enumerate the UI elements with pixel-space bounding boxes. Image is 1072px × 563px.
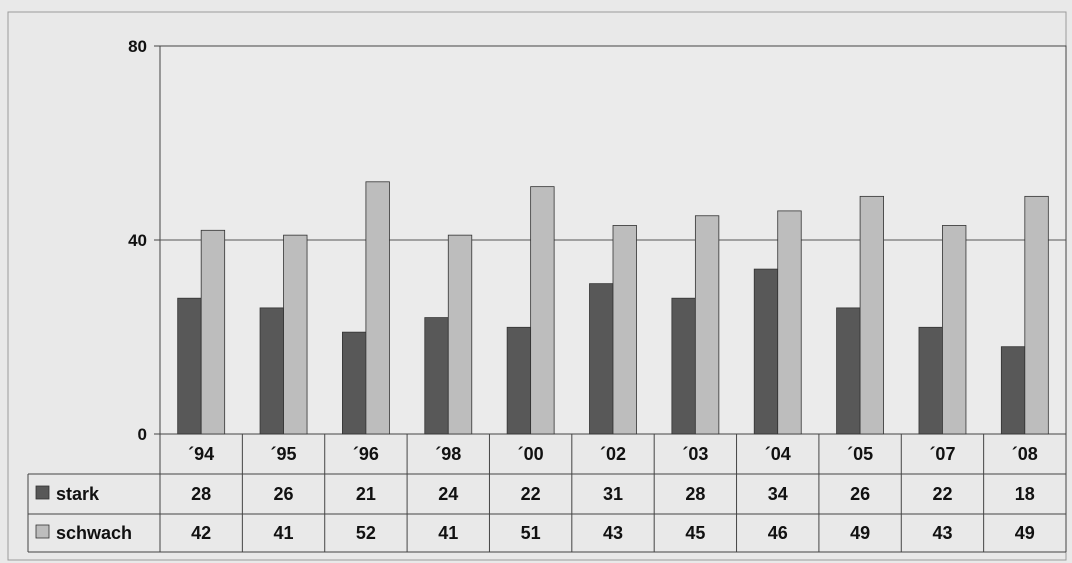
data-label-schwach: 51 (521, 523, 541, 543)
data-label-schwach: 43 (603, 523, 623, 543)
y-axis: 0 40 80 (128, 37, 160, 444)
data-label-schwach: 41 (438, 523, 458, 543)
data-label-stark: 28 (191, 484, 211, 504)
bar-stark (589, 283, 614, 435)
bar-stark (177, 297, 202, 435)
data-label-schwach: 46 (768, 523, 788, 543)
legend-label-schwach: schwach (56, 523, 132, 543)
data-label-stark: 34 (768, 484, 788, 504)
bar-schwach (612, 225, 637, 435)
data-label-schwach: 52 (356, 523, 376, 543)
x-tick-label: ´96 (353, 444, 379, 464)
data-label-stark: 31 (603, 484, 623, 504)
bar-schwach (530, 186, 555, 435)
data-label-schwach: 41 (274, 523, 294, 543)
data-label-schwach: 43 (932, 523, 952, 543)
data-label-schwach: 45 (685, 523, 705, 543)
data-label-stark: 21 (356, 484, 376, 504)
data-label-schwach: 49 (850, 523, 870, 543)
legend-label-stark: stark (56, 484, 100, 504)
bar-schwach (200, 229, 226, 435)
bar-schwach (694, 215, 720, 435)
data-label-stark: 22 (932, 484, 952, 504)
x-tick-label: ´00 (518, 444, 544, 464)
y-tick-label: 0 (138, 425, 147, 444)
x-tick-label: ´98 (435, 444, 461, 464)
bar-stark (342, 331, 367, 435)
bar-schwach (447, 234, 473, 435)
x-tick-label: ´02 (600, 444, 626, 464)
bar-stark (918, 326, 943, 435)
data-label-stark: 26 (850, 484, 870, 504)
legend-swatch-schwach (35, 524, 50, 539)
bar-schwach (1024, 195, 1049, 435)
x-tick-label: ´08 (1012, 444, 1038, 464)
data-table: ´94 ´95 ´96 ´98 ´00 ´02 ´03 ´04 ´05 ´07 ´08 stark 28… (27, 434, 1067, 553)
x-tick-label: ´03 (682, 444, 708, 464)
bar-stark (836, 307, 861, 435)
x-tick-label: ´05 (847, 444, 873, 464)
bar-schwach (777, 210, 802, 435)
x-tick-label: ´04 (765, 444, 791, 464)
x-tick-label: ´95 (271, 444, 297, 464)
bar-stark (671, 297, 696, 435)
y-tick-label: 80 (128, 37, 147, 56)
bar-schwach (283, 234, 308, 435)
bar-stark (753, 268, 779, 435)
bar-stark (424, 317, 449, 435)
bar-stark (259, 307, 284, 435)
x-tick-label: ´07 (929, 444, 955, 464)
bar-schwach (859, 195, 884, 435)
data-label-stark: 28 (685, 484, 705, 504)
bar-stark (506, 326, 532, 435)
data-label-stark: 18 (1015, 484, 1035, 504)
bar-schwach (365, 181, 390, 435)
data-label-schwach: 42 (191, 523, 211, 543)
bar-schwach (942, 225, 967, 435)
bar-stark (1000, 346, 1026, 435)
data-label-stark: 22 (521, 484, 541, 504)
data-label-stark: 24 (438, 484, 458, 504)
x-tick-label: ´94 (188, 444, 214, 464)
bars (177, 181, 1049, 435)
data-label-schwach: 49 (1015, 523, 1035, 543)
y-tick-label: 40 (128, 231, 147, 250)
legend-swatch-stark (35, 485, 50, 500)
data-label-stark: 26 (274, 484, 294, 504)
